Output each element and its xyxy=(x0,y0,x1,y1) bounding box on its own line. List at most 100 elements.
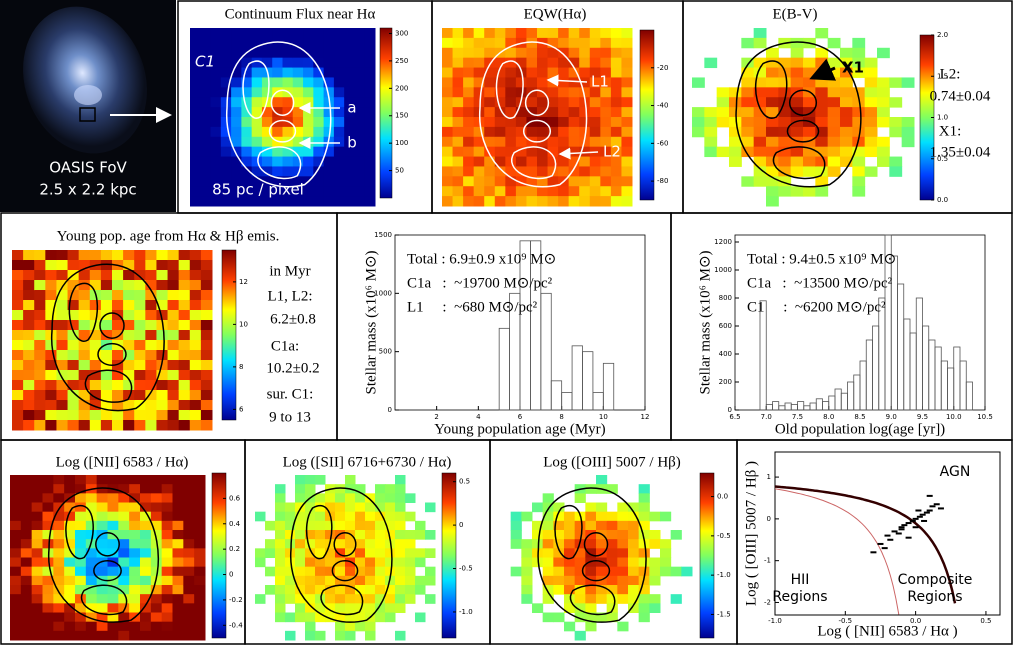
map-pixel xyxy=(753,28,767,39)
map-pixel xyxy=(78,310,91,321)
map-pixel xyxy=(107,630,119,641)
map-pixel xyxy=(463,196,475,207)
map-pixel xyxy=(64,484,76,494)
map-pixel xyxy=(161,585,173,595)
map-pixel xyxy=(355,493,366,503)
map-pixel xyxy=(272,186,283,197)
map-pixel xyxy=(364,37,376,49)
map-pixel xyxy=(34,340,46,351)
map-pixel xyxy=(753,107,767,118)
map-pixel xyxy=(766,156,779,167)
map-pixel xyxy=(292,126,304,138)
map-pixel xyxy=(354,87,366,98)
map-pixel xyxy=(129,475,141,485)
map-pixel xyxy=(526,37,538,49)
map-pixel xyxy=(34,310,46,321)
map-pixel xyxy=(42,630,54,641)
map-pixel xyxy=(200,67,212,78)
x-tick-label: 7.5 xyxy=(792,413,803,421)
map-pixel xyxy=(827,117,841,128)
map-pixel xyxy=(344,146,355,158)
map-pixel xyxy=(172,502,184,513)
map-pixel xyxy=(840,107,853,118)
annotation: 0.74±0.04 xyxy=(930,88,991,104)
map-pixel xyxy=(589,97,601,108)
map-pixel xyxy=(852,67,866,78)
map-pixel xyxy=(220,37,232,49)
map-pixel xyxy=(23,250,35,261)
map-pixel xyxy=(107,566,119,577)
map-pixel xyxy=(505,136,517,148)
map-pixel xyxy=(56,350,69,361)
annotation: 9 to 13 xyxy=(269,409,311,425)
map-pixel xyxy=(20,548,33,558)
map-pixel xyxy=(537,146,549,158)
map-pixel xyxy=(282,126,294,138)
map-pixel xyxy=(167,410,180,421)
map-pixel xyxy=(231,107,242,118)
colorbar-tick-label: 0 xyxy=(229,571,233,579)
map-pixel xyxy=(194,530,206,540)
y-tick-label: 1 xyxy=(767,473,771,481)
map-pixel xyxy=(200,390,213,401)
map-pixel xyxy=(579,186,591,197)
map-pixel xyxy=(129,575,141,586)
histogram-bar xyxy=(602,362,615,411)
map-pixel xyxy=(200,97,212,108)
map-pixel xyxy=(303,196,314,207)
map-pixel xyxy=(323,156,335,167)
map-pixel xyxy=(313,77,325,88)
map-pixel xyxy=(852,97,866,108)
map-pixel xyxy=(610,126,622,138)
map-pixel xyxy=(741,37,755,49)
map-pixel xyxy=(442,37,454,49)
map-pixel xyxy=(600,67,612,78)
map-pixel xyxy=(45,290,57,301)
map-pixel xyxy=(484,196,496,207)
map-pixel xyxy=(778,107,792,118)
map-pixel xyxy=(463,47,475,59)
map-pixel xyxy=(877,107,890,118)
map-pixel xyxy=(600,107,612,118)
map-pixel xyxy=(292,57,304,69)
map-pixel xyxy=(64,630,76,641)
map-pixel xyxy=(161,621,173,632)
map-pixel xyxy=(189,300,202,311)
map-pixel xyxy=(515,77,527,88)
map-pixel xyxy=(542,566,554,577)
map-pixel xyxy=(617,585,629,595)
map-pixel xyxy=(167,370,180,381)
map-pixel xyxy=(621,196,633,207)
map-pixel xyxy=(385,511,396,522)
map-pixel xyxy=(333,136,345,148)
map-pixel xyxy=(395,511,406,522)
map-pixel xyxy=(78,300,91,311)
map-pixel xyxy=(272,47,283,59)
map-pixel xyxy=(251,37,263,49)
map-pixel xyxy=(574,566,586,577)
galaxy-label: 2.5 x 2.2 kpc xyxy=(39,181,136,199)
map-pixel xyxy=(840,97,853,108)
map-pixel xyxy=(56,270,69,281)
map-pixel xyxy=(313,156,325,167)
map-pixel xyxy=(161,502,173,513)
map-pixel xyxy=(64,612,76,623)
map-pixel xyxy=(558,146,570,158)
map-pixel xyxy=(261,176,273,187)
map-pixel xyxy=(261,136,273,148)
map-pixel xyxy=(526,107,538,118)
map-pixel xyxy=(67,300,80,311)
map-pixel xyxy=(355,548,366,558)
map-pixel xyxy=(753,117,767,128)
map-pixel xyxy=(220,126,232,138)
map-pixel xyxy=(67,320,80,331)
map-pixel xyxy=(313,37,325,49)
map-pixel xyxy=(145,300,157,311)
map-pixel xyxy=(405,566,416,577)
map-pixel xyxy=(547,166,559,177)
map-pixel xyxy=(864,77,878,88)
map-pixel xyxy=(251,97,263,108)
contour xyxy=(99,312,125,339)
map-pixel xyxy=(425,575,436,586)
map-pixel xyxy=(150,566,163,577)
